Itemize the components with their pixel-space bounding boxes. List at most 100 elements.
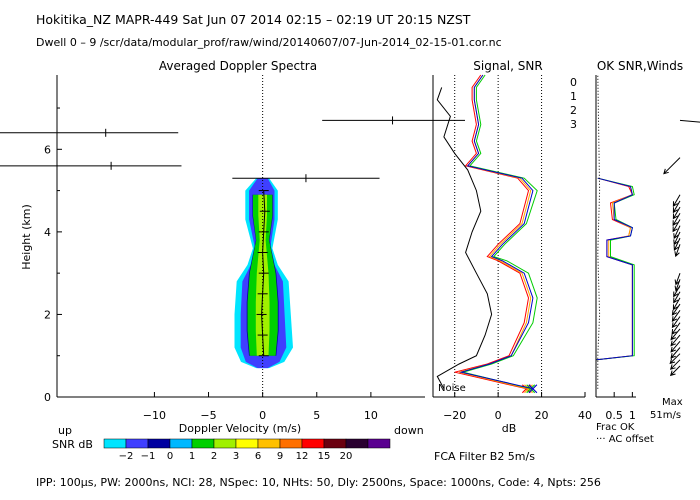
wind-barb — [671, 303, 681, 316]
height-tick-label: 6 — [44, 143, 51, 156]
colorbar-tick-label: 6 — [255, 451, 261, 462]
wind-barb — [670, 328, 681, 341]
wind-barb — [672, 206, 681, 220]
colorbar-label: SNR dB — [52, 438, 93, 451]
wind-barb — [669, 353, 681, 365]
signal-snr-panel: −20 0 20 40 — [432, 74, 592, 422]
wind-barb — [674, 273, 681, 286]
colorbar-tick-label: 15 — [318, 451, 331, 462]
wind-barb — [669, 365, 681, 377]
velocity-moment-line — [261, 190, 266, 356]
colorbar-tick-label: 0 — [167, 451, 173, 462]
db-tick-label: −20 — [443, 409, 466, 422]
wind-barb — [672, 219, 681, 233]
velocity-tick-label: 0 — [259, 409, 266, 422]
colorbar-swatch — [147, 438, 171, 449]
velocity-tick-label: −10 — [143, 409, 166, 422]
db-tick-label: 40 — [578, 409, 592, 422]
wind-barb — [670, 347, 681, 359]
max-label: Max — [662, 397, 683, 408]
colorbar-tick-label: 9 — [277, 451, 283, 462]
colorbar-tick-label: 3 — [233, 451, 239, 462]
wind-barb — [673, 225, 681, 240]
db-tick-label: 20 — [535, 409, 549, 422]
colorbar-swatch — [301, 438, 325, 449]
legend-entry-0: 0 — [570, 76, 577, 89]
height-tick-label: 2 — [44, 308, 51, 321]
noise-label: Noise — [438, 383, 466, 394]
colorbar-swatch — [213, 438, 237, 449]
legend-entry-1: 1 — [570, 90, 577, 103]
colorbar-swatch — [257, 438, 281, 449]
doppler-spectra-panel: 0 2 4 6 −10 −5 0 5 10 — [0, 75, 465, 422]
surface-marker-1 — [524, 384, 533, 394]
db-tick-label: 0 — [495, 409, 502, 422]
wind-barb — [663, 157, 681, 175]
height-tick-label: 0 — [44, 391, 51, 404]
fca-filter-label: FCA Filter B2 5m/s — [434, 450, 535, 463]
max-value: 51m/s — [650, 410, 681, 421]
up-note: up — [58, 424, 72, 437]
colorbar-swatch — [191, 438, 215, 449]
doppler-axis-label: Doppler Velocity (m/s) — [179, 422, 301, 435]
frac-ok-series-3 — [596, 177, 633, 361]
colorbar-tick-label: 12 — [296, 451, 309, 462]
signal-series-noise — [436, 87, 493, 389]
spectra-title: Averaged Doppler Spectra — [159, 59, 317, 73]
wind-barb — [671, 310, 681, 322]
ac-offset-label: ··· AC offset — [596, 434, 654, 445]
colorbar-swatch — [235, 438, 259, 449]
wind-barb — [672, 200, 681, 214]
colorbar-tick-label: −2 — [119, 451, 134, 462]
frac-ok-series-2 — [596, 177, 635, 361]
colorbar-swatch — [279, 438, 303, 449]
colorbar-swatch — [367, 438, 391, 449]
colorbar-swatch — [125, 438, 149, 449]
colorbar-swatch — [323, 438, 347, 449]
winds-title: OK SNR,Winds — [597, 59, 683, 73]
colorbar-swatch — [103, 438, 127, 449]
wind-barb — [674, 244, 681, 258]
signal-series-2 — [461, 74, 538, 390]
frac-tick-label: 1 — [629, 409, 636, 422]
wind-barb — [673, 237, 681, 251]
down-note: down — [394, 424, 424, 437]
colorbar-swatch — [169, 438, 193, 449]
wind-barb — [672, 194, 681, 207]
db-axis-label: dB — [502, 422, 517, 435]
frac-ok-label: Frac OK — [596, 422, 635, 433]
wind-barb — [669, 359, 681, 370]
wind-barb — [679, 119, 700, 123]
wind-barb — [671, 322, 681, 335]
surface-marker-3 — [528, 384, 538, 394]
frac-tick-label: 0.5 — [605, 409, 623, 422]
legend-entry-2: 2 — [570, 104, 577, 117]
colorbar-tick-label: −1 — [141, 451, 156, 462]
colorbar-tick-label: 1 — [189, 451, 195, 462]
signal-series-0 — [454, 74, 530, 390]
velocity-tick-label: 10 — [364, 409, 378, 422]
wind-barb — [670, 334, 681, 347]
colorbar-tick-label: 20 — [340, 451, 353, 462]
colorbar-tick-label: 2 — [211, 451, 217, 462]
signal-series-1 — [458, 74, 532, 390]
wind-barb — [673, 285, 681, 298]
height-tick-label: 4 — [44, 226, 51, 239]
surface-marker-2 — [526, 384, 536, 394]
wind-barb — [670, 340, 681, 353]
signal-title: Signal, SNR — [473, 59, 542, 73]
signal-series-3 — [459, 74, 534, 390]
velocity-tick-label: −5 — [200, 409, 216, 422]
snr-peak-region — [255, 194, 270, 356]
wind-barb — [671, 316, 681, 329]
wind-barb — [673, 231, 681, 246]
ac-offset-line — [597, 74, 601, 389]
header-line-2: Dwell 0 – 9 /scr/data/modular_prof/raw/w… — [36, 36, 502, 49]
height-axis-label: Height (km) — [20, 204, 33, 270]
footer-params: IPP: 100μs, PW: 2000ns, NCI: 28, NSpec: … — [36, 476, 601, 489]
header-line-1: Hokitika_NZ MAPR-449 Sat Jun 07 2014 02:… — [36, 12, 471, 27]
velocity-tick-label: 5 — [313, 409, 320, 422]
wind-barb — [673, 291, 681, 304]
